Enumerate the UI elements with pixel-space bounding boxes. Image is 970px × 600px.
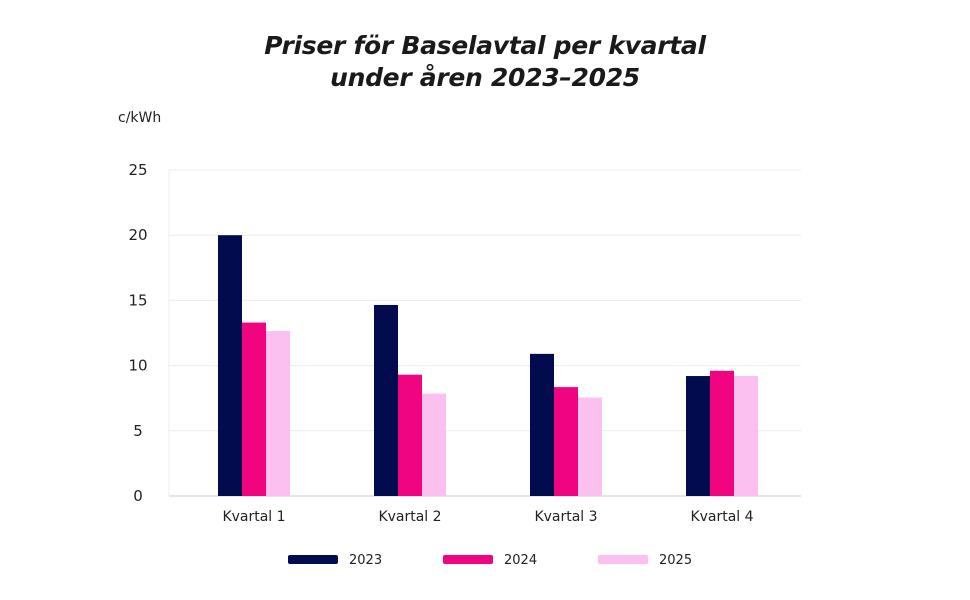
x-axis-labels: Kvartal 1 Kvartal 2 Kvartal 3 Kvartal 4	[222, 509, 753, 525]
legend-swatch-2025	[598, 555, 648, 564]
x-tick-label: Kvartal 1	[222, 509, 285, 525]
bar-2024-kvartal-4	[710, 370, 734, 496]
chart-title-line-2: under åren 2023–2025	[330, 63, 640, 92]
y-axis-ticks: 0 5 10 15 20 25	[128, 161, 147, 505]
bar-2024-kvartal-2	[398, 374, 422, 496]
bar-2024-kvartal-3	[554, 387, 578, 496]
bar-2023-kvartal-3	[530, 353, 554, 496]
bar-2024-kvartal-1	[242, 322, 266, 496]
y-tick-label: 20	[128, 226, 147, 244]
legend-swatch-2023	[288, 555, 338, 564]
x-tick-label: Kvartal 4	[690, 509, 753, 525]
bar-2025-kvartal-4	[734, 376, 758, 496]
y-tick-label: 5	[133, 422, 143, 440]
bar-2025-kvartal-3	[578, 397, 602, 496]
bar-2023-kvartal-1	[218, 235, 242, 496]
chart-title: Priser för Baselavtal per kvartal under …	[0, 30, 970, 94]
bar-2023-kvartal-4	[686, 376, 710, 496]
x-tick-label: Kvartal 3	[534, 509, 597, 525]
legend-label-2025: 2025	[659, 553, 692, 568]
y-tick-label: 0	[133, 487, 143, 505]
y-tick-label: 15	[128, 291, 147, 309]
bar-2023-kvartal-2	[374, 304, 398, 496]
legend-swatch-2024	[443, 555, 493, 564]
y-axis-unit-label: c/kWh	[118, 110, 162, 126]
x-tick-label: Kvartal 2	[378, 509, 441, 525]
y-tick-label: 10	[128, 357, 147, 375]
legend-label-2023: 2023	[349, 553, 382, 568]
legend: 2023 2024 2025	[288, 553, 692, 568]
chart-title-line-1: Priser för Baselavtal per kvartal	[264, 31, 706, 60]
bar-2025-kvartal-1	[266, 331, 290, 496]
bar-2025-kvartal-2	[422, 393, 446, 496]
legend-label-2024: 2024	[504, 553, 537, 568]
y-tick-label: 25	[128, 161, 147, 179]
bars	[218, 235, 758, 496]
